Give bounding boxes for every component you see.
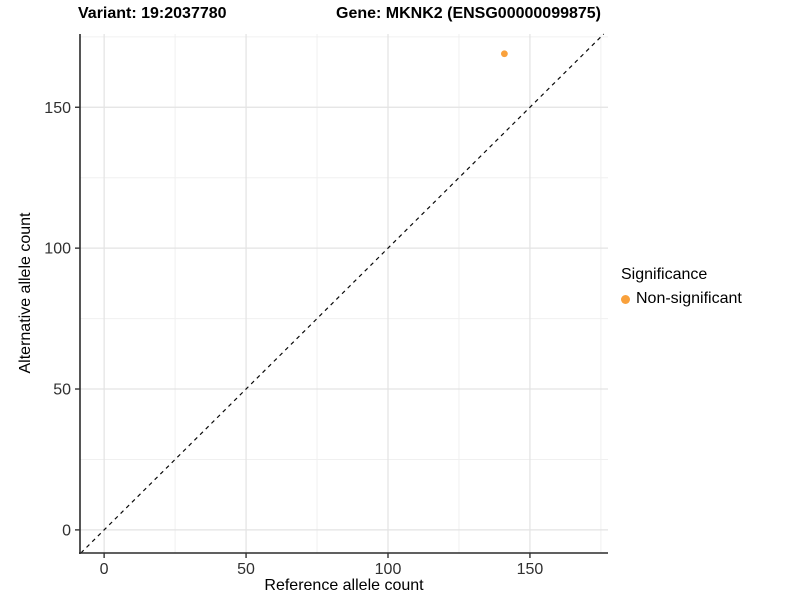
legend-entry: Non-significant [621,290,742,308]
legend-title: Significance [621,266,708,283]
x-tick-label: 100 [375,561,402,578]
x-tick-label: 50 [237,561,255,578]
y-tick-label: 50 [53,382,71,399]
legend: Significance Non-significant [621,266,742,308]
data-point [500,50,508,58]
x-tick-label: 0 [100,561,109,578]
legend-point-icon [621,294,630,304]
y-axis-label: Alternative allele count [17,212,34,374]
y-tick-label: 0 [62,522,71,539]
variant-title: Variant: 19:2037780 [78,5,227,22]
x-axis-label: Reference allele count [264,577,424,594]
y-tick-label: 100 [44,241,71,258]
identity-reference-line [80,33,605,554]
x-tick-label: 150 [517,561,544,578]
legend-entry-label: Non-significant [636,290,742,307]
y-tick-label: 150 [44,100,71,117]
gene-title: Gene: MKNK2 (ENSG00000099875) [336,5,602,22]
